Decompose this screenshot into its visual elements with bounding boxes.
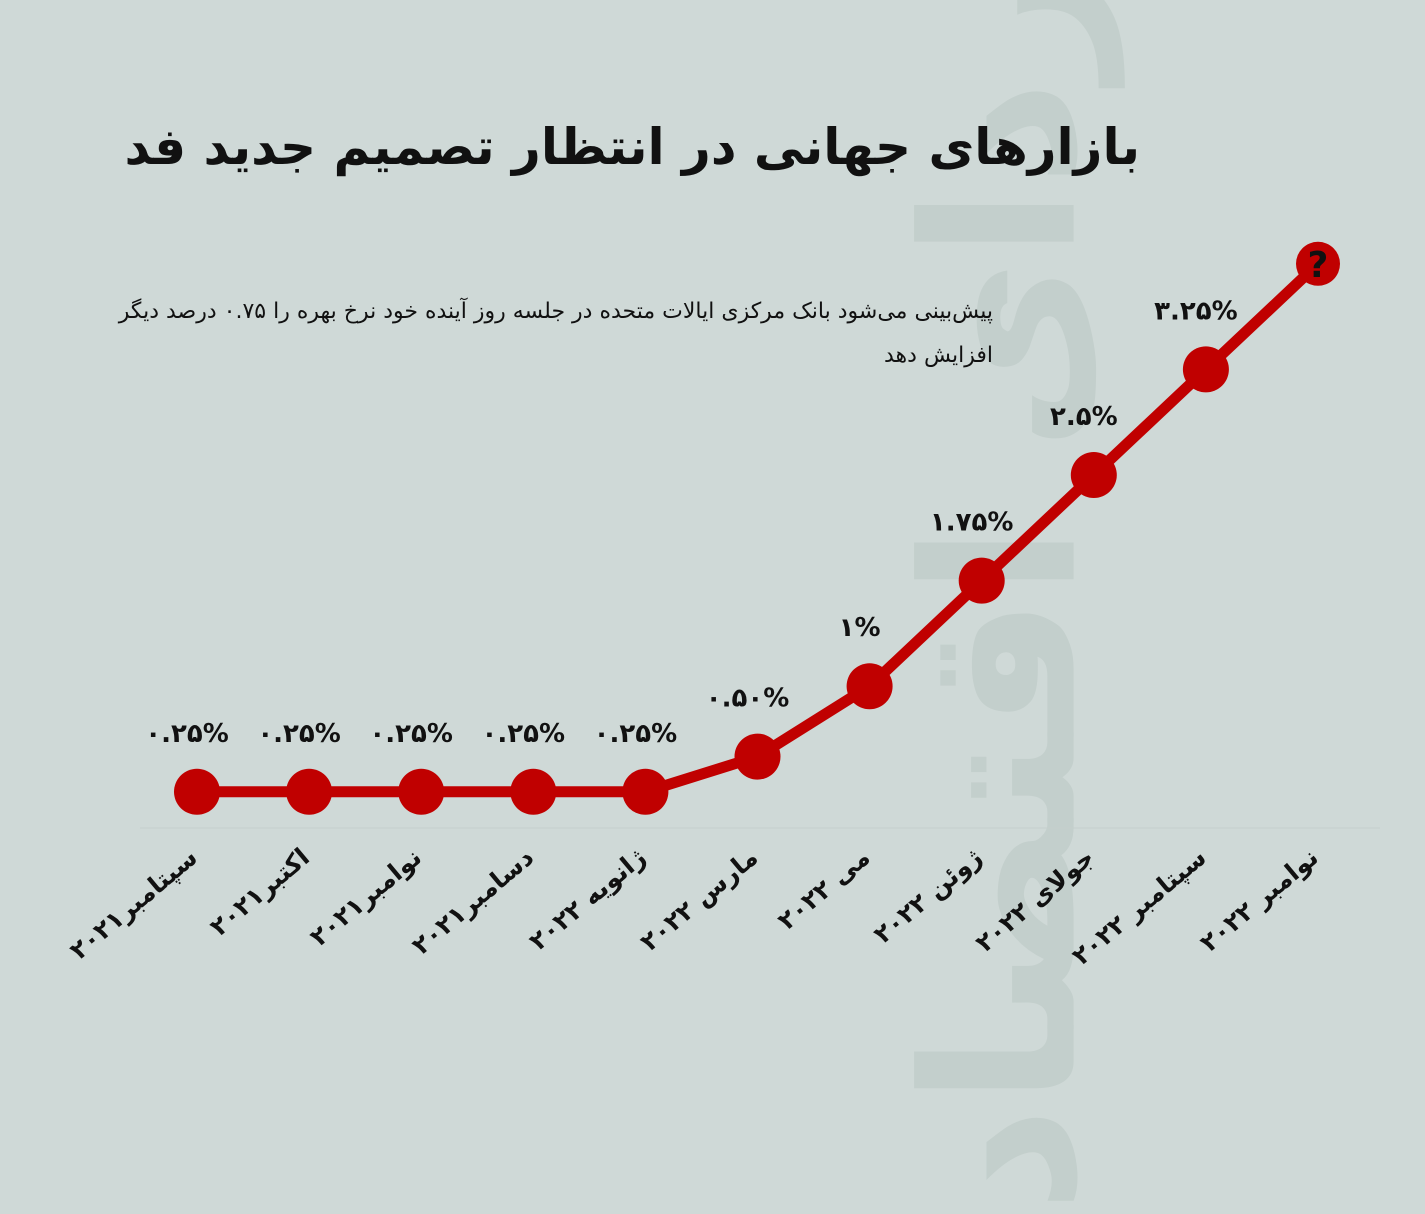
data-point xyxy=(1182,346,1229,393)
x-tick-label: اکتبر۲۰۲۱ xyxy=(204,842,315,942)
chart-title: بازارهای جهانی در انتظار تصمیم جدید فد xyxy=(124,118,1141,176)
data-point xyxy=(846,663,893,710)
x-tick-label: ژوئن ۲۰۲۲ xyxy=(868,842,988,950)
data-label: ? xyxy=(1308,245,1329,286)
data-label: ۰.۵۰% xyxy=(706,684,790,714)
data-label: ۳.۲۵% xyxy=(1154,296,1238,326)
data-point xyxy=(398,768,445,815)
data-point xyxy=(286,768,333,815)
data-point xyxy=(174,768,220,815)
data-point xyxy=(622,768,669,815)
x-tick-label: سپتامبر۲۰۲۱ xyxy=(64,842,203,966)
data-point xyxy=(1296,241,1340,286)
data-label: ۱.۷۵% xyxy=(930,508,1014,538)
data-point xyxy=(958,557,1005,604)
data-label: ۰.۲۵% xyxy=(369,719,453,749)
data-point xyxy=(1070,452,1117,498)
data-label: ۰.۲۵% xyxy=(594,719,678,749)
data-label: ۲.۵% xyxy=(1050,402,1118,432)
x-tick-label: مارس ۲۰۲۲ xyxy=(635,842,764,956)
x-tick-label: نوامبر ۲۰۲۲ xyxy=(1194,842,1324,958)
x-tick-label: دسامبر۲۰۲۱ xyxy=(406,842,540,961)
chart-subtitle: پیش‌بینی می‌شود بانک مرکزی ایالات متحده … xyxy=(118,299,993,368)
data-point xyxy=(510,768,557,815)
line-chart: ۰.۲۵% سپتامبر۲۰۲۱ ۰.۲۵% اکتبر۲۰۲۱ ۰.۲۵% نوامب… xyxy=(64,241,1380,972)
data-label: ۰.۲۵% xyxy=(145,719,229,749)
data-label: ۰.۲۵% xyxy=(257,719,341,749)
data-label: ۰.۲۵% xyxy=(482,719,566,749)
data-label: ۱% xyxy=(839,613,881,643)
x-tick-label: ژانویه ۲۰۲۲ xyxy=(524,842,652,956)
data-point xyxy=(734,733,781,780)
x-tick-label: می ۲۰۲۲ xyxy=(772,842,875,935)
